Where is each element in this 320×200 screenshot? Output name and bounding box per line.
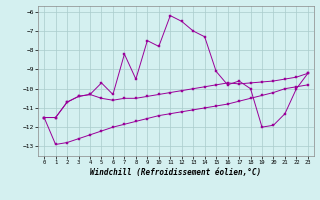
- X-axis label: Windchill (Refroidissement éolien,°C): Windchill (Refroidissement éolien,°C): [91, 168, 261, 177]
